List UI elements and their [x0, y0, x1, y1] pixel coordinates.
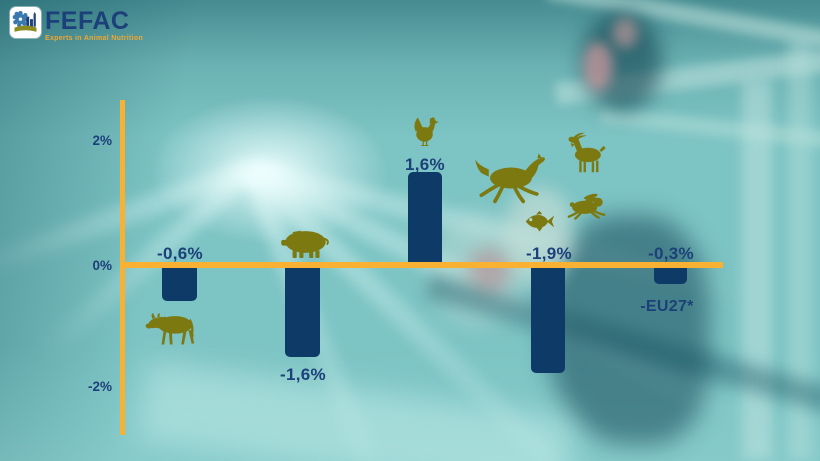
hen-icon	[411, 115, 439, 148]
bg-hen-silhouette	[430, 215, 525, 325]
bar-poultry	[408, 172, 442, 266]
bar-cattle	[162, 263, 197, 301]
value-label-pigs: -1,6%	[280, 365, 326, 384]
value-label-cattle: -0,6%	[157, 244, 203, 263]
bar-eu27	[654, 263, 687, 284]
fefac-logo-text: FEFAC Experts in Animal Nutrition	[45, 7, 144, 43]
bg-rooster-silhouette	[545, 215, 710, 445]
goat-icon	[561, 131, 609, 175]
fefac-wordmark: FEFAC	[45, 7, 130, 35]
ytick-zero: 0%	[92, 258, 112, 273]
fefac-logo: FEFAC Experts in Animal Nutrition	[10, 7, 143, 42]
value-label-other-animals: -1,9%	[526, 244, 572, 263]
bg-hen-comb	[583, 42, 613, 90]
bg-wood-post	[742, 80, 772, 460]
ytick-plus2: 2%	[92, 133, 112, 148]
value-label-poultry: 1,6%	[405, 155, 445, 174]
fefac-tagline: Experts in Animal Nutrition	[45, 35, 144, 42]
bar-other-animals	[531, 263, 565, 374]
bg-hen-comb	[612, 18, 638, 48]
ytick-minus2: -2%	[87, 379, 112, 394]
value-label-eu27: -0,3%	[648, 244, 694, 263]
bg-wood-post	[788, 40, 812, 460]
rabbit-icon	[566, 188, 609, 222]
x-axis-zero-line	[120, 262, 723, 268]
pig-icon	[276, 226, 333, 260]
horse-icon	[474, 148, 554, 208]
bg-vanishing-point-glow	[150, 95, 390, 245]
eu27-category-label: -EU27*	[640, 298, 694, 315]
fefac-logo-emblem-icon	[10, 7, 41, 38]
bg-hen-comb	[468, 248, 510, 294]
fish-icon	[523, 209, 556, 233]
cow-icon	[142, 306, 204, 350]
bar-pigs	[285, 263, 320, 357]
